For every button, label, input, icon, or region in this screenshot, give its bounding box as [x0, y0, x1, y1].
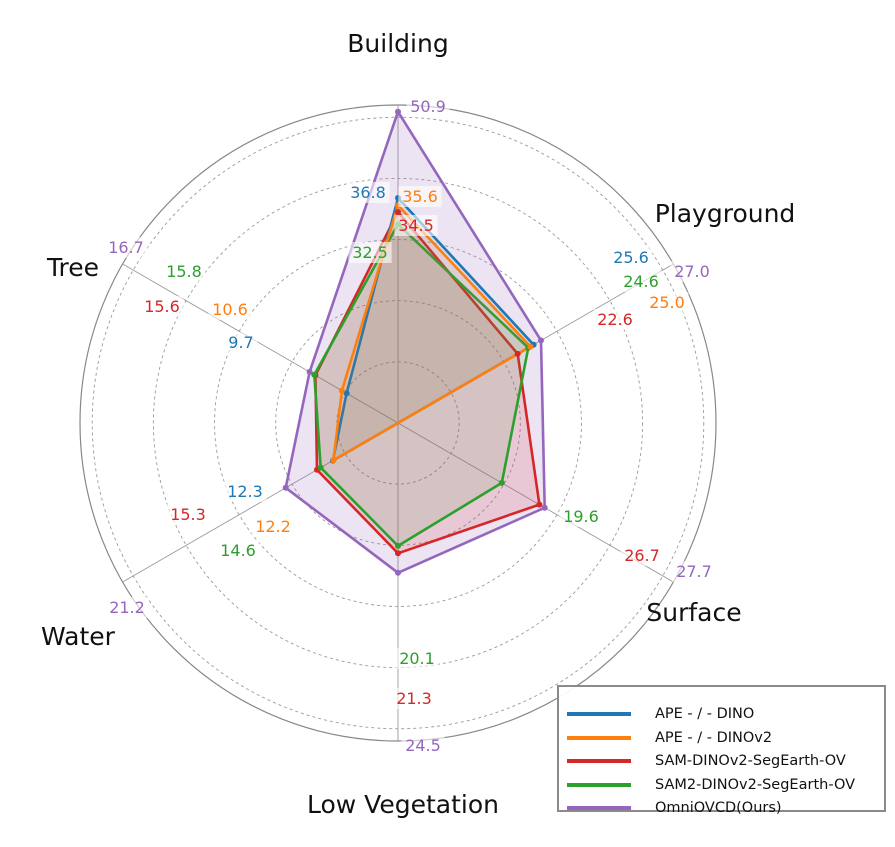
legend: APE - / - DINO APE - / - DINOv2 SAM-DINO… — [557, 685, 886, 816]
data-point — [538, 337, 544, 344]
data-label-bg — [392, 688, 436, 709]
data-point — [541, 504, 548, 511]
data-label: 9.7 — [228, 333, 253, 352]
data-label-bg — [346, 182, 390, 203]
data-label-bg — [559, 506, 603, 527]
data-label-bg — [208, 299, 252, 320]
data-point — [282, 484, 289, 491]
data-label-bg — [224, 332, 258, 353]
legend-item: APE - / - DINOv2 — [567, 727, 772, 749]
legend-item: APE - / - DINO — [567, 703, 754, 725]
data-label: 25.6 — [613, 248, 649, 267]
data-label: 19.6 — [563, 507, 599, 526]
data-label: 10.6 — [212, 300, 248, 319]
data-label: 50.9 — [410, 97, 446, 116]
data-label-bg — [670, 261, 714, 282]
data-label: 27.7 — [676, 562, 712, 581]
data-label: 34.5 — [398, 216, 434, 235]
data-label: 16.7 — [108, 238, 144, 257]
data-label-bg — [216, 540, 260, 561]
legend-swatch — [567, 712, 631, 716]
data-point — [395, 550, 401, 557]
legend-item: OmniOVCD(Ours) — [567, 797, 782, 819]
data-label: 35.6 — [402, 187, 438, 206]
data-label: 24.6 — [623, 272, 659, 291]
legend-swatch — [567, 736, 631, 740]
data-label-bg — [406, 96, 450, 117]
legend-label: SAM-DINOv2-SegEarth-OV — [655, 753, 846, 769]
legend-swatch — [567, 759, 631, 763]
legend-item: SAM-DINOv2-SegEarth-OV — [567, 750, 846, 772]
data-point — [514, 350, 521, 357]
data-label: 14.6 — [220, 541, 256, 560]
data-point — [395, 108, 401, 115]
legend-label: OmniOVCD(Ours) — [655, 800, 782, 816]
data-label: 20.1 — [399, 649, 435, 668]
data-label-bg — [672, 561, 716, 582]
legend-label: APE - / - DINOv2 — [655, 730, 773, 746]
data-point — [395, 209, 401, 215]
data-label: 22.6 — [597, 310, 633, 329]
axis-label: Low Vegetation — [307, 790, 499, 819]
data-label: 32.5 — [352, 243, 388, 262]
data-label-bg — [395, 648, 439, 669]
data-label-bg — [645, 292, 689, 313]
data-label-bg — [394, 215, 438, 236]
data-point — [395, 542, 401, 549]
data-point — [311, 371, 318, 378]
legend-swatch — [567, 806, 631, 810]
legend-label: SAM2-DINOv2-SegEarth-OV — [655, 777, 856, 793]
legend-item: SAM2-DINOv2-SegEarth-OV — [567, 774, 855, 796]
data-label: 21.3 — [396, 689, 432, 708]
legend-label: APE - / - DINO — [655, 706, 755, 722]
data-label-bg — [105, 597, 149, 618]
data-point — [338, 387, 345, 394]
data-label: 21.2 — [109, 598, 145, 617]
axis-label: Tree — [46, 253, 99, 282]
data-label: 36.8 — [350, 183, 386, 202]
data-label: 15.8 — [166, 262, 202, 281]
series-area — [332, 204, 532, 462]
legend-swatch — [567, 783, 631, 787]
data-point — [395, 569, 401, 576]
data-point — [330, 457, 337, 464]
data-label-bg — [609, 247, 653, 268]
data-label-bg — [619, 271, 663, 292]
data-label-bg — [251, 516, 295, 537]
data-label: 25.0 — [649, 293, 685, 312]
data-label-bg — [166, 504, 210, 525]
axis-spoke — [122, 263, 399, 424]
data-label-bg — [398, 186, 442, 207]
axis-label: Surface — [646, 598, 741, 627]
data-label-bg — [401, 735, 445, 756]
data-label: 27.0 — [674, 262, 710, 281]
data-label: 24.5 — [405, 736, 441, 755]
data-label-bg — [104, 237, 148, 258]
data-label: 15.3 — [170, 505, 206, 524]
data-label-bg — [620, 545, 664, 566]
data-point — [527, 343, 534, 350]
data-label: 12.3 — [227, 482, 263, 501]
grid-ring — [336, 361, 460, 485]
data-point — [498, 479, 505, 486]
data-label-bg — [140, 296, 184, 317]
data-point — [317, 464, 324, 471]
data-label: 15.6 — [144, 297, 180, 316]
data-label-bg — [348, 242, 392, 263]
data-point — [536, 501, 543, 508]
data-label: 12.2 — [255, 517, 291, 536]
axis-label: Building — [347, 29, 448, 58]
data-point — [343, 390, 350, 397]
data-label-bg — [223, 481, 267, 502]
axis-label: Playground — [655, 199, 796, 228]
data-label-bg — [593, 309, 637, 330]
data-label-bg — [162, 261, 206, 282]
data-point — [306, 368, 313, 375]
data-label: 26.7 — [624, 546, 660, 565]
axis-label: Water — [41, 622, 116, 651]
